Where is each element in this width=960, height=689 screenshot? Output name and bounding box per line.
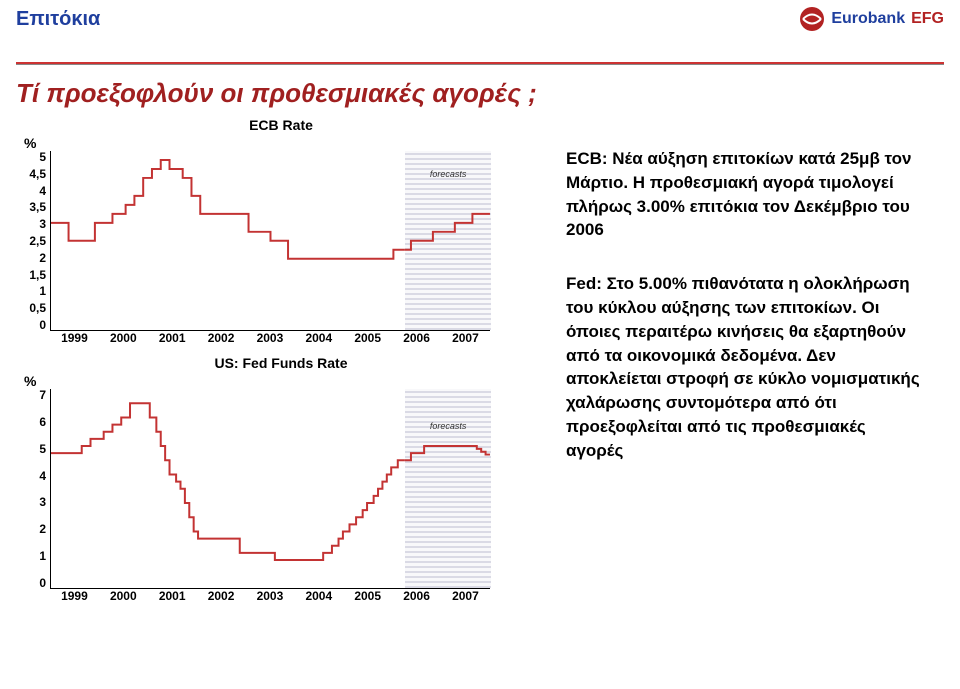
brand-name: Eurobank bbox=[831, 10, 905, 28]
brand-logo: Eurobank EFG bbox=[799, 6, 944, 32]
chart2-line bbox=[51, 389, 490, 589]
ytick-label: 5 bbox=[39, 151, 46, 163]
ytick-label: 1 bbox=[39, 285, 46, 297]
ytick-label: 0 bbox=[39, 577, 46, 589]
chart2-plot: forecasts bbox=[50, 389, 490, 589]
ecb-commentary: ECB: Νέα αύξηση επιτοκίων κατά 25μβ τον … bbox=[566, 147, 926, 242]
xtick-label: 2005 bbox=[343, 589, 392, 603]
ytick-label: 4,5 bbox=[29, 168, 46, 180]
chart1-plot: forecasts bbox=[50, 151, 490, 331]
chart1-pct-label: % bbox=[24, 135, 546, 151]
chart1-line bbox=[51, 151, 490, 331]
ytick-label: 5 bbox=[39, 443, 46, 455]
xtick-label: 1999 bbox=[50, 331, 99, 345]
ytick-label: 7 bbox=[39, 389, 46, 401]
ytick-label: 0,5 bbox=[29, 302, 46, 314]
ytick-label: 4 bbox=[39, 185, 46, 197]
chart2-xaxis: 199920002001200220032004200520062007 bbox=[50, 589, 490, 603]
xtick-label: 2004 bbox=[294, 331, 343, 345]
brand-suffix: EFG bbox=[911, 10, 944, 28]
xtick-label: 2005 bbox=[343, 331, 392, 345]
chart2-pct-label: % bbox=[24, 373, 546, 389]
ytick-label: 0 bbox=[39, 319, 46, 331]
ytick-label: 1 bbox=[39, 550, 46, 562]
fed-commentary: Fed: Στο 5.00% πιθανότατα η ολοκλήρωση τ… bbox=[566, 272, 926, 462]
xtick-label: 2004 bbox=[294, 589, 343, 603]
ytick-label: 2,5 bbox=[29, 235, 46, 247]
xtick-label: 2002 bbox=[197, 589, 246, 603]
xtick-label: 2000 bbox=[99, 331, 148, 345]
ytick-label: 2 bbox=[39, 523, 46, 535]
ytick-label: 3 bbox=[39, 218, 46, 230]
ytick-label: 6 bbox=[39, 416, 46, 428]
xtick-label: 1999 bbox=[50, 589, 99, 603]
xtick-label: 2002 bbox=[197, 331, 246, 345]
eurobank-logo-icon bbox=[799, 6, 825, 32]
ytick-label: 3,5 bbox=[29, 201, 46, 213]
page-title: Τί προεξοφλούν οι προθεσμιακές αγορές ; bbox=[0, 64, 960, 117]
ytick-label: 4 bbox=[39, 470, 46, 482]
xtick-label: 2006 bbox=[392, 589, 441, 603]
xtick-label: 2001 bbox=[148, 331, 197, 345]
xtick-label: 2003 bbox=[246, 589, 295, 603]
ecb-rate-chart: ECB Rate % 5 4,5 4 3,5 3 2,5 2 1,5 1 0,5 0 forecas… bbox=[16, 117, 546, 345]
chart1-title: ECB Rate bbox=[16, 117, 546, 133]
chart2-yaxis: 7 6 5 4 3 2 1 0 bbox=[16, 389, 50, 589]
chart2-title: US: Fed Funds Rate bbox=[16, 355, 546, 371]
chart1-yaxis: 5 4,5 4 3,5 3 2,5 2 1,5 1 0,5 0 bbox=[16, 151, 50, 331]
xtick-label: 2000 bbox=[99, 589, 148, 603]
xtick-label: 2006 bbox=[392, 331, 441, 345]
ytick-label: 3 bbox=[39, 496, 46, 508]
chart1-xaxis: 199920002001200220032004200520062007 bbox=[50, 331, 490, 345]
xtick-label: 2003 bbox=[246, 331, 295, 345]
xtick-label: 2007 bbox=[441, 589, 490, 603]
ytick-label: 1,5 bbox=[29, 269, 46, 281]
xtick-label: 2001 bbox=[148, 589, 197, 603]
ytick-label: 2 bbox=[39, 252, 46, 264]
xtick-label: 2007 bbox=[441, 331, 490, 345]
fed-funds-chart: US: Fed Funds Rate % 76543210 forecasts … bbox=[16, 355, 546, 603]
